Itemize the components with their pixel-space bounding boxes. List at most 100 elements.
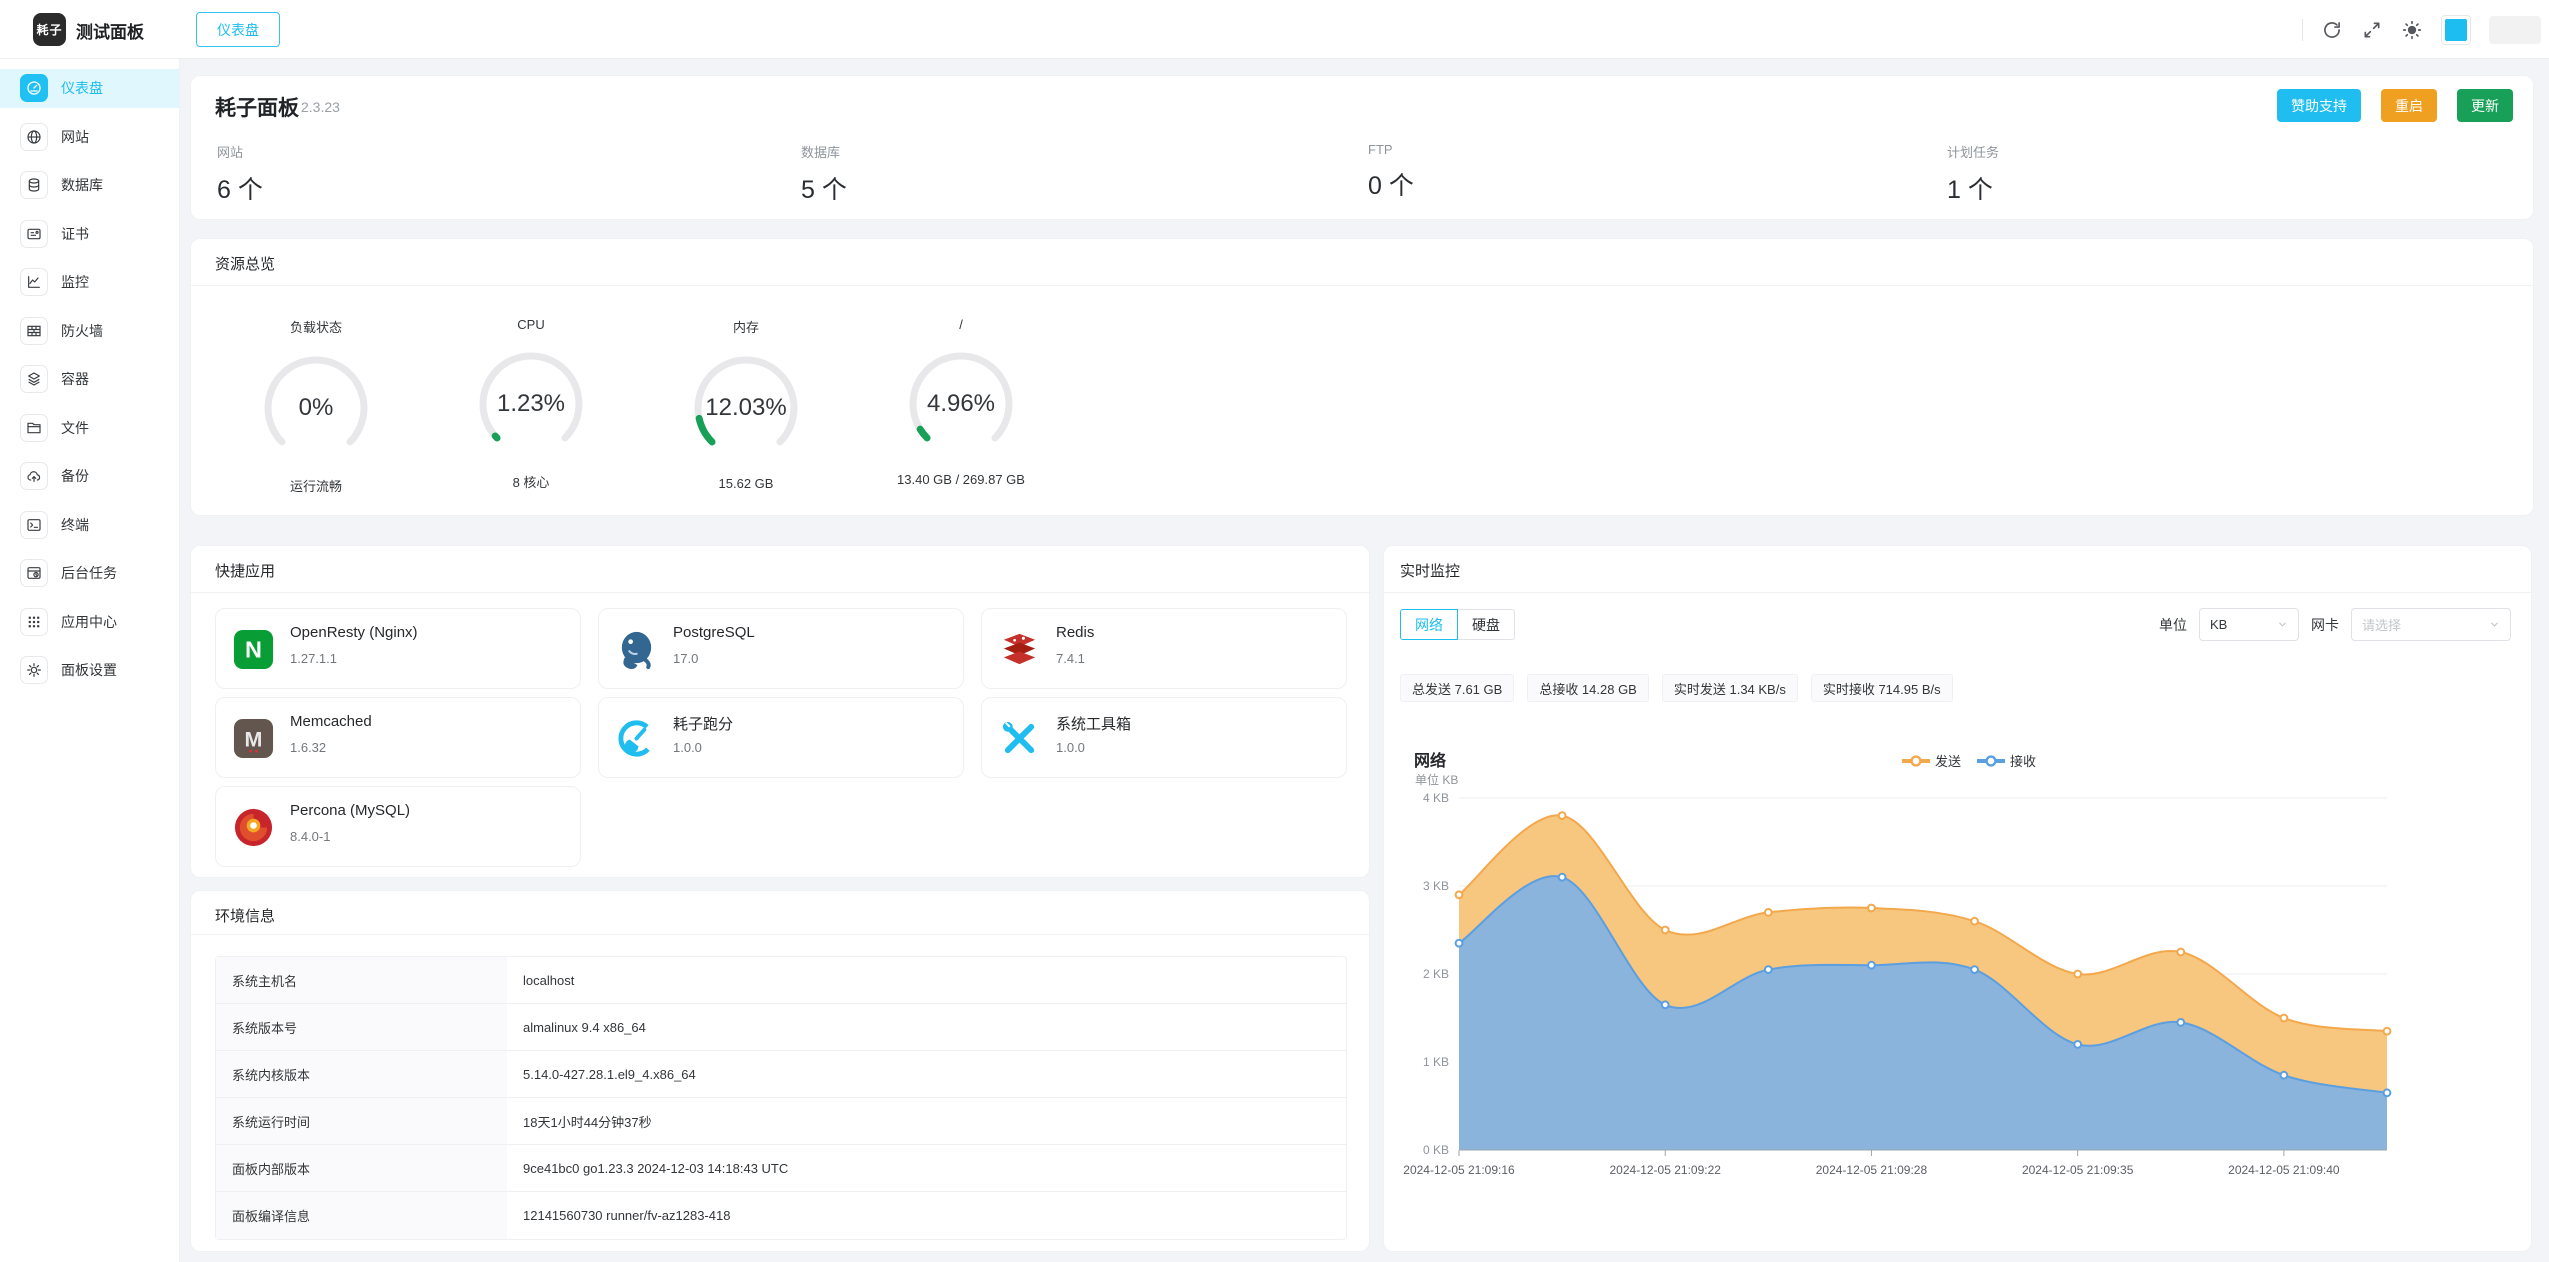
- app-card-memcached[interactable]: M Memcached 1.6.32: [215, 697, 581, 778]
- svg-text:4 KB: 4 KB: [1423, 791, 1449, 805]
- sidebar-item-monitoring[interactable]: 监控: [0, 263, 179, 302]
- app-card-postgresql[interactable]: PostgreSQL 17.0: [598, 608, 964, 689]
- divider: [191, 592, 1369, 593]
- environment-table: 系统主机名 localhost 系统版本号 almalinux 9.4 x86_64…: [215, 956, 1347, 1240]
- app-card-redis[interactable]: Redis 7.4.1: [981, 608, 1347, 689]
- app-title: 测试面板: [76, 23, 144, 42]
- unit-select[interactable]: KB: [2199, 608, 2299, 641]
- cloud-upload-icon: [20, 462, 48, 490]
- app-name: Percona (MySQL): [290, 802, 411, 819]
- sponsor-button[interactable]: 赞助支持: [2277, 89, 2361, 122]
- resource-overview-title: 资源总览: [215, 256, 276, 273]
- topbar-actions: [2302, 0, 2541, 59]
- fullscreen-icon[interactable]: [2361, 19, 2383, 41]
- legend-item-receive[interactable]: 接收: [1977, 751, 2036, 770]
- sidebar-item-websites[interactable]: 网站: [0, 117, 179, 156]
- refresh-icon[interactable]: [2321, 19, 2343, 41]
- env-value: 12141560730 runner/fv-az1283-418: [523, 1208, 731, 1223]
- restart-button[interactable]: 重启: [2381, 89, 2437, 122]
- realtime-monitor-title: 实时监控: [1400, 563, 1461, 580]
- legend-item-send[interactable]: 发送: [1902, 751, 1961, 770]
- env-value: 9ce41bc0 go1.23.3 2024-12-03 14:18:43 UT…: [507, 1145, 1346, 1192]
- memcached-icon: M: [232, 717, 275, 760]
- svg-text:2 KB: 2 KB: [1423, 967, 1449, 981]
- tab-network[interactable]: 网络: [1400, 609, 1458, 640]
- gauge-value: 4.96%: [926, 390, 996, 417]
- sidebar-item-backups[interactable]: 备份: [0, 457, 179, 496]
- app-card-percona[interactable]: Percona (MySQL) 8.4.0-1: [215, 786, 581, 867]
- app-version: 1.0.0: [1056, 740, 1085, 755]
- env-key: 系统主机名: [216, 957, 507, 1004]
- dashboard-icon: [20, 74, 48, 102]
- theme-color-picker[interactable]: [2441, 14, 2471, 45]
- postgresql-icon: [615, 628, 658, 671]
- env-key: 面板内部版本: [216, 1145, 507, 1192]
- task-clock-icon: [20, 559, 48, 587]
- sidebar-item-firewall[interactable]: 防火墙: [0, 311, 179, 350]
- database-icon: [20, 171, 48, 199]
- app-name: PostgreSQL: [673, 624, 755, 641]
- theme-color-swatch: [2445, 18, 2467, 41]
- sidebar-item-terminal[interactable]: 终端: [0, 505, 179, 544]
- app-card-benchmark[interactable]: 耗子跑分 1.0.0: [598, 697, 964, 778]
- top-bar: 耗子 测试面板 仪表盘: [0, 0, 2549, 59]
- app-version: 1.0.0: [673, 740, 702, 755]
- chart-legend: 发送 接收: [1902, 751, 2036, 770]
- sidebar-item-app-center[interactable]: 应用中心: [0, 602, 179, 641]
- theme-sun-icon[interactable]: [2401, 19, 2423, 41]
- env-value: 18天1小时44分钟37秒: [507, 1098, 1346, 1145]
- stat-value: 1 个: [1947, 176, 1993, 204]
- environment-info-title: 环境信息: [215, 908, 276, 925]
- svg-text:2024-12-05 21:09:28: 2024-12-05 21:09:28: [1816, 1163, 1928, 1177]
- sidebar-item-background-tasks[interactable]: 后台任务: [0, 554, 179, 593]
- app-name: Redis: [1056, 624, 1095, 641]
- firewall-icon: [20, 316, 48, 345]
- sidebar-item-label: 网站: [61, 128, 89, 145]
- sidebar: 仪表盘 网站 数据库 证书 监控 防火墙 容器 文件 备份 终端 后台任务: [0, 59, 180, 1262]
- app-version: 17.0: [673, 651, 699, 666]
- svg-text:1 KB: 1 KB: [1423, 1055, 1449, 1069]
- chip-total-sent: 总发送 7.61 GB: [1400, 674, 1515, 702]
- topbar-divider: [2302, 18, 2303, 41]
- update-button[interactable]: 更新: [2457, 89, 2513, 122]
- sidebar-item-certificates[interactable]: 证书: [0, 214, 179, 253]
- sidebar-item-files[interactable]: 文件: [0, 408, 179, 447]
- folder-icon: [20, 413, 48, 442]
- sidebar-item-containers[interactable]: 容器: [0, 360, 179, 399]
- app-card-openresty[interactable]: N OpenResty (Nginx) 1.27.1.1: [215, 608, 581, 689]
- chart-title: 网络: [1414, 753, 1447, 770]
- svg-text:M: M: [245, 727, 263, 751]
- sidebar-item-databases[interactable]: 数据库: [0, 166, 179, 205]
- tab-disk[interactable]: 硬盘: [1458, 609, 1515, 640]
- sidebar-item-panel-settings[interactable]: 面板设置: [0, 651, 179, 690]
- sidebar-item-label: 备份: [61, 468, 89, 484]
- svg-text:2024-12-05 21:09:16: 2024-12-05 21:09:16: [1403, 1163, 1515, 1177]
- gauge-value: 1.23%: [496, 390, 566, 417]
- chip-total-received: 总接收 14.28 GB: [1527, 674, 1649, 702]
- gauge-title: CPU: [517, 317, 545, 332]
- globe-icon: [20, 122, 48, 151]
- unit-label: 单位: [2159, 616, 2187, 633]
- svg-text:N: N: [245, 636, 262, 662]
- sidebar-item-label: 数据库: [61, 177, 103, 193]
- network-chart: 网络 发送 接收 0 KB 1 KB 2 KB 3 KB 4 KB 单位 KB 2024-1…: [1384, 743, 2531, 1223]
- app-version: 8.4.0-1: [290, 829, 331, 844]
- sidebar-item-dashboard[interactable]: 仪表盘: [0, 68, 179, 108]
- svg-text:2024-12-05 21:09:35: 2024-12-05 21:09:35: [2022, 1163, 2134, 1177]
- stat-label: FTP: [1368, 142, 1393, 157]
- percona-icon: [232, 806, 275, 849]
- terminal-icon: [20, 510, 48, 539]
- user-menu[interactable]: [2489, 15, 2541, 44]
- sidebar-item-label: 监控: [61, 274, 89, 290]
- tab-dashboard[interactable]: 仪表盘: [196, 12, 280, 47]
- gauge-caption: 13.40 GB / 269.87 GB: [897, 472, 1025, 487]
- monitor-controls: 单位 KB 网卡 请选择: [2159, 608, 2511, 641]
- nic-select[interactable]: 请选择: [2351, 608, 2511, 641]
- monitor-tabgroup: 网络 硬盘: [1400, 609, 1515, 640]
- gauge-value: 0%: [298, 394, 334, 421]
- stat-cron: 计划任务 1 个: [1947, 142, 1999, 206]
- divider: [191, 285, 2533, 286]
- chip-realtime-received: 实时接收 714.95 B/s: [1810, 674, 1953, 702]
- sidebar-item-label: 证书: [61, 225, 89, 242]
- app-card-toolbox[interactable]: 系统工具箱 1.0.0: [981, 697, 1347, 778]
